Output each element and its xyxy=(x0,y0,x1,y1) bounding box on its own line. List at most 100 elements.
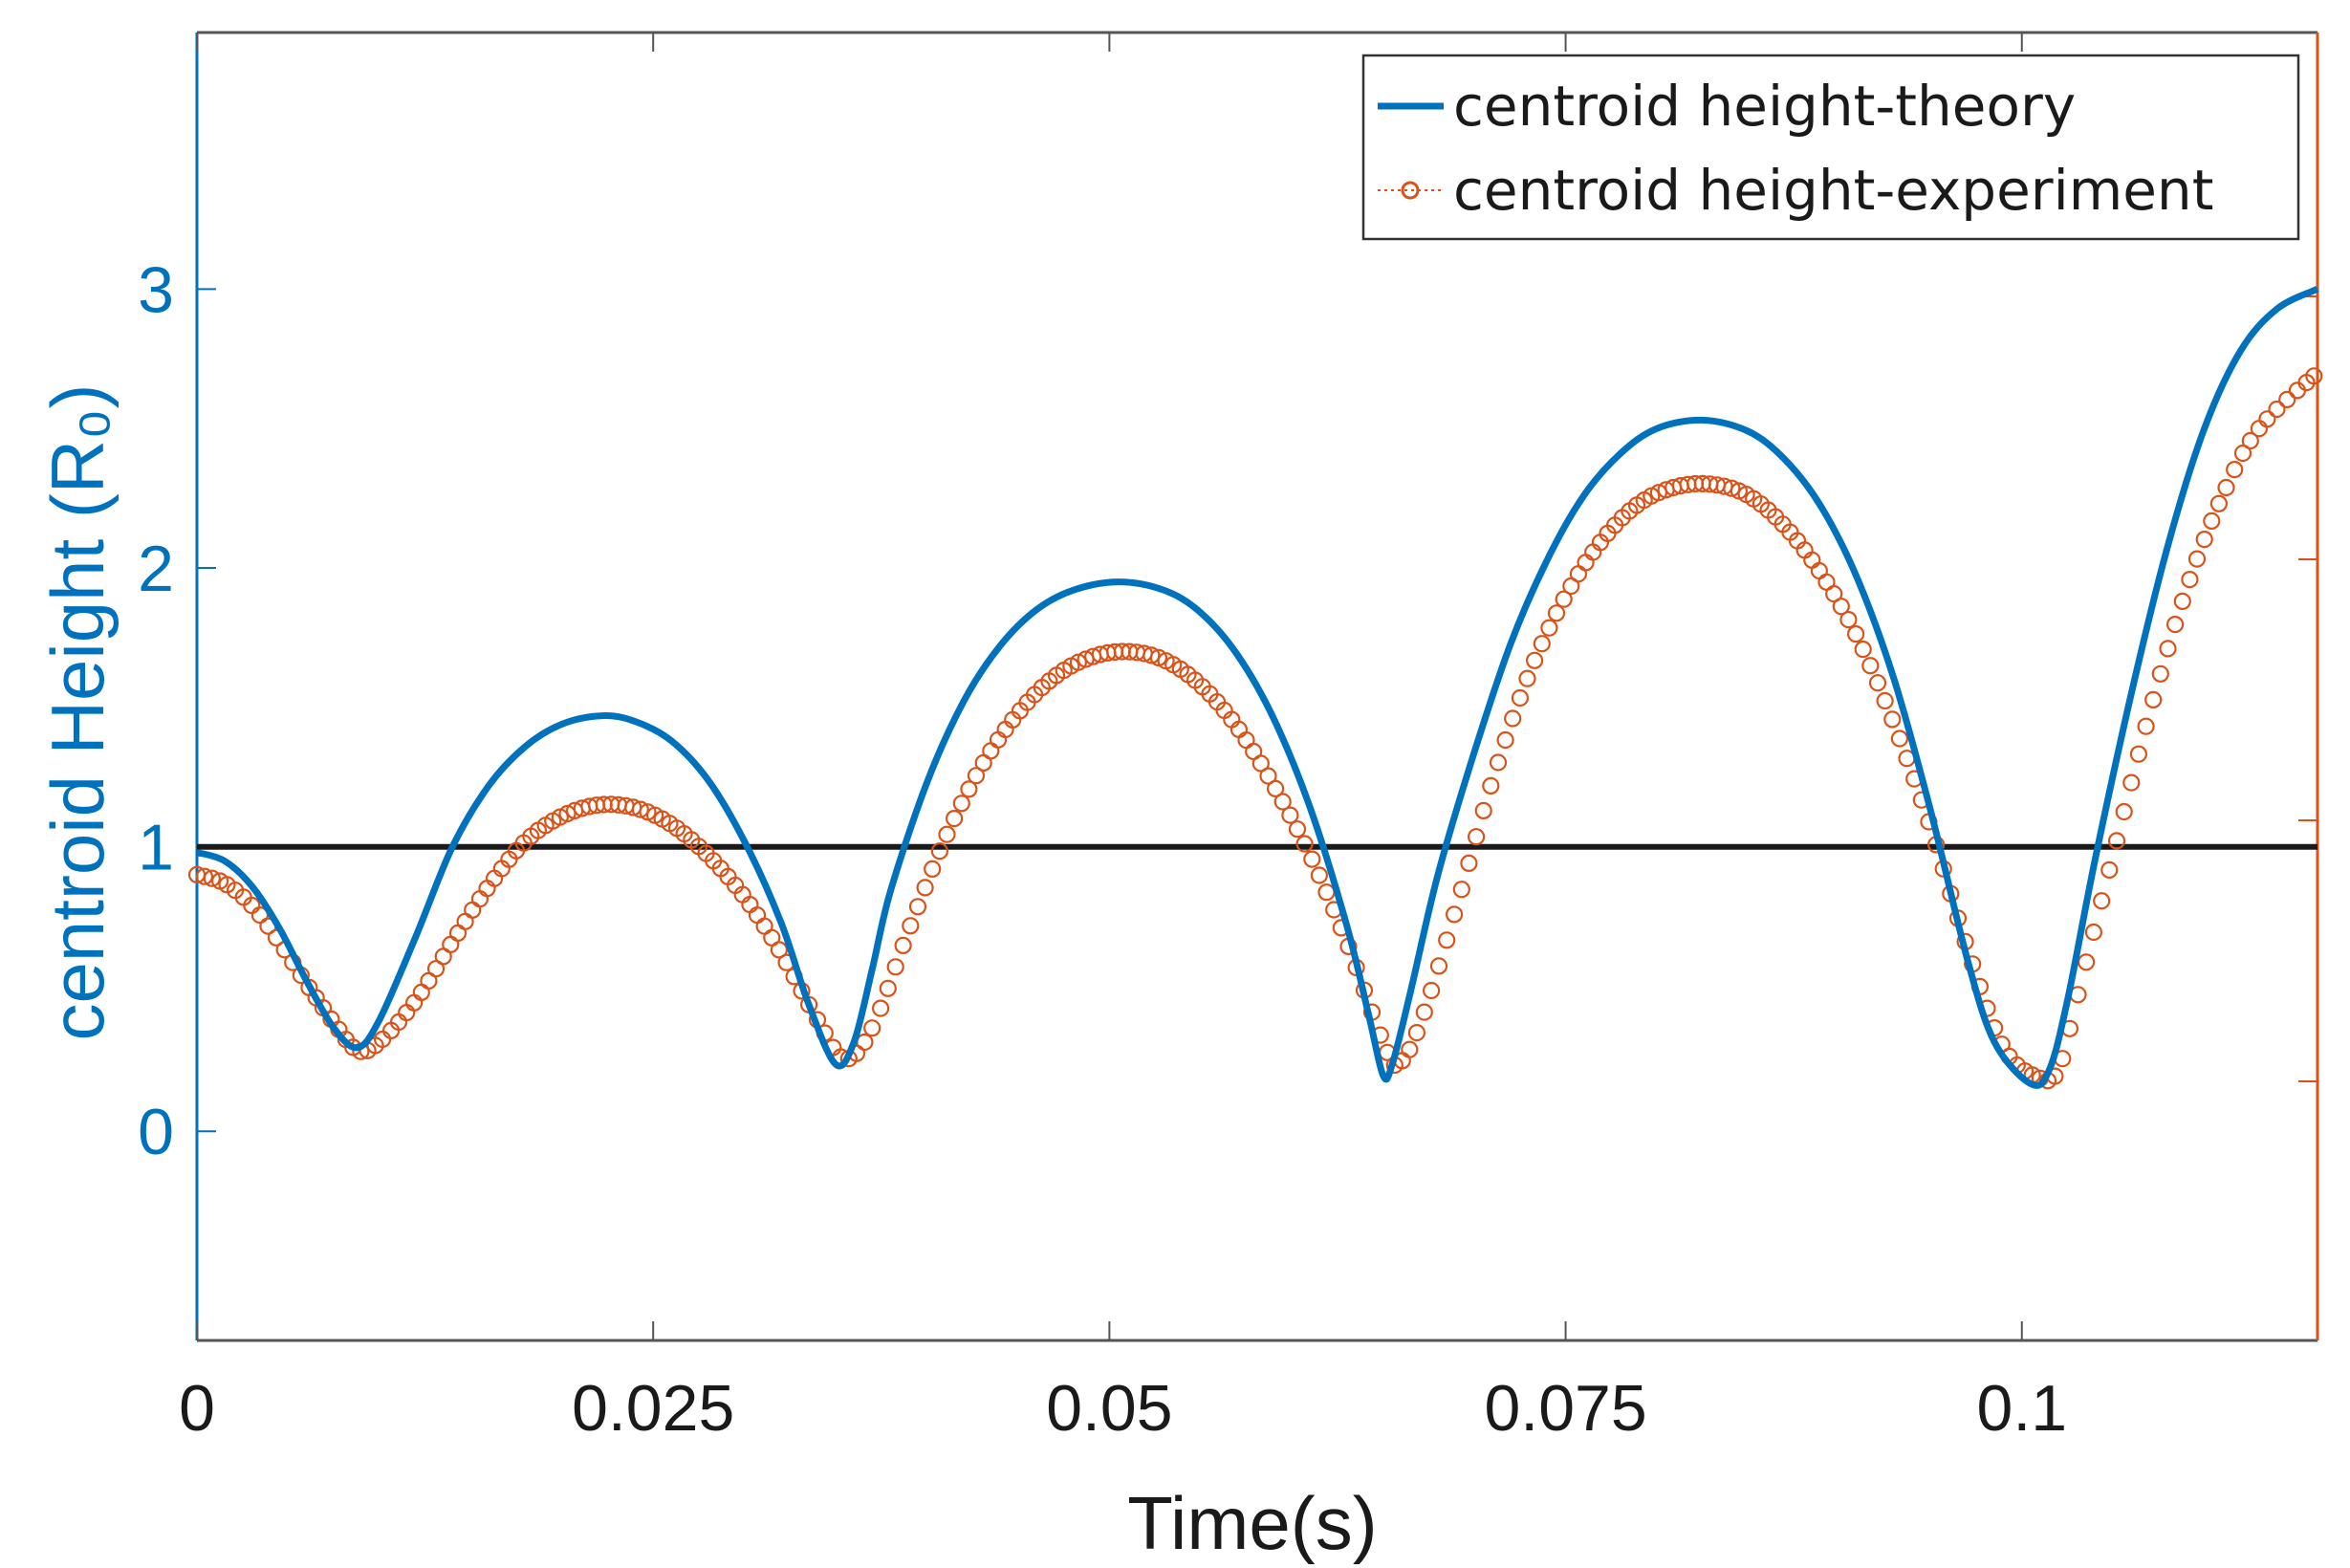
x-tick-label: 0.075 xyxy=(1484,1372,1646,1445)
experiment-marker xyxy=(1533,635,1551,653)
experiment-marker xyxy=(1825,584,1843,603)
experiment-marker xyxy=(2226,461,2244,479)
experiment-marker xyxy=(1868,674,1887,692)
experiment-marker xyxy=(2144,690,2163,709)
experiment-marker xyxy=(2187,550,2207,568)
x-tick-label: 0.025 xyxy=(572,1372,734,1445)
experiment-marker xyxy=(2241,431,2259,450)
experiment-marker xyxy=(1839,610,1858,629)
experiment-marker xyxy=(2100,860,2119,880)
y-tick-label: 1 xyxy=(138,812,174,884)
y-tick-label: 2 xyxy=(138,533,174,605)
x-tick-label: 0 xyxy=(179,1372,215,1445)
experiment-marker xyxy=(924,860,942,879)
experiment-marker xyxy=(1854,640,1872,659)
experiment-marker xyxy=(902,917,920,935)
experiment-marker xyxy=(2122,773,2141,792)
experiment-marker xyxy=(908,898,927,916)
experiment-marker xyxy=(1511,688,1530,708)
experiment-marker xyxy=(1723,479,1741,497)
experiment-marker xyxy=(1259,767,1277,785)
experiment-marker xyxy=(250,905,269,925)
experiment-marker xyxy=(1310,866,1329,884)
experiment-marker xyxy=(916,879,934,897)
legend: centroid height-theory centroid height-e… xyxy=(1361,54,2300,241)
experiment-marker xyxy=(2181,570,2199,589)
experiment-marker xyxy=(1401,1040,1419,1058)
y-axis-title: centroid Height (R₀) xyxy=(35,384,120,1041)
experiment-marker xyxy=(2203,512,2221,531)
experiment-marker xyxy=(960,780,978,798)
legend-label-theory: centroid height-theory xyxy=(1453,74,2076,139)
experiment-marker xyxy=(2107,832,2126,850)
y-tick-label: 3 xyxy=(138,253,174,326)
experiment-marker xyxy=(945,809,964,828)
experiment-marker xyxy=(1142,646,1161,664)
experiment-marker xyxy=(2159,640,2177,658)
experiment-marker xyxy=(2173,592,2191,611)
experiment-marker xyxy=(1482,776,1500,795)
experiment-marker xyxy=(1452,881,1470,899)
experiment-marker xyxy=(863,1019,881,1037)
experiment-marker xyxy=(1540,619,1558,637)
experiment-marker xyxy=(967,767,986,785)
experiment-marker xyxy=(886,958,904,976)
series-line-theory xyxy=(196,286,2319,1089)
experiment-marker xyxy=(203,869,221,887)
experiment-marker xyxy=(1295,835,1314,853)
experiment-marker xyxy=(195,867,213,885)
experiment-marker xyxy=(930,842,949,860)
experiment-marker xyxy=(1489,753,1508,772)
experiment-marker xyxy=(938,825,956,843)
experiment-marker xyxy=(2093,892,2111,910)
experiment-marker xyxy=(2258,410,2276,428)
experiment-marker xyxy=(1496,730,1514,750)
experiment-marker xyxy=(1415,1003,1433,1021)
experiment-marker xyxy=(1407,1023,1426,1042)
experiment-marker xyxy=(1467,828,1486,846)
experiment-marker xyxy=(1303,850,1321,868)
x-axis-title: Time(s) xyxy=(1127,1481,1377,1565)
experiment-marker xyxy=(2278,390,2296,408)
experiment-marker xyxy=(1832,598,1850,616)
experiment-marker xyxy=(2166,615,2185,634)
experiment-marker xyxy=(2305,367,2323,385)
experiment-marker xyxy=(2233,444,2252,463)
experiment-marker xyxy=(2115,802,2133,821)
experiment-marker xyxy=(2084,923,2102,942)
x-ticks: 0 0.025 0.05 0.075 0.1 xyxy=(179,33,2067,1445)
x-tick-label: 0.1 xyxy=(1977,1372,2068,1445)
experiment-marker xyxy=(879,979,897,997)
experiment-marker xyxy=(1504,709,1522,728)
experiment-marker xyxy=(631,800,649,818)
experiment-marker xyxy=(2129,745,2147,763)
experiment-marker xyxy=(770,941,789,959)
experiment-marker xyxy=(1281,806,1299,824)
experiment-marker xyxy=(2195,530,2213,549)
x-tick-label: 0.05 xyxy=(1046,1372,1172,1445)
legend-box xyxy=(1361,54,2300,241)
experiment-marker xyxy=(1883,710,1902,729)
y-tick-label: 0 xyxy=(138,1096,174,1168)
legend-label-experiment: centroid height-experiment xyxy=(1453,158,2213,223)
experiment-marker xyxy=(1518,669,1536,687)
experiment-marker xyxy=(1846,624,1865,643)
experiment-marker xyxy=(1876,691,1894,710)
experiment-marker xyxy=(871,999,890,1017)
experiment-marker xyxy=(2268,400,2286,419)
experiment-marker xyxy=(2209,494,2228,512)
experiment-marker xyxy=(1429,957,1448,975)
experiment-marker xyxy=(2217,478,2235,497)
experiment-marker xyxy=(1273,793,1292,811)
experiment-marker xyxy=(1474,801,1492,820)
experiment-marker xyxy=(952,795,970,813)
experiment-marker xyxy=(1422,981,1441,1000)
experiment-marker xyxy=(1547,604,1566,622)
experiment-marker xyxy=(1266,779,1285,798)
experiment-marker xyxy=(2137,717,2155,735)
series-experiment xyxy=(187,367,2323,1090)
experiment-marker xyxy=(894,936,912,955)
experiment-marker xyxy=(1438,931,1456,949)
